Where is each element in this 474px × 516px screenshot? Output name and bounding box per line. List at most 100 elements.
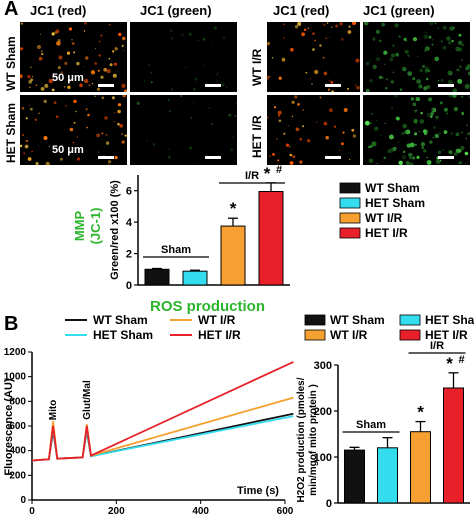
fluorescence-spot bbox=[122, 95, 127, 98]
fluorescence-spot bbox=[384, 63, 386, 66]
mmp-label: MMP (JC-1) bbox=[72, 208, 103, 245]
fluorescence-spot bbox=[121, 140, 125, 144]
fluorescence-spot bbox=[434, 133, 439, 139]
fluorescence-spot bbox=[437, 79, 440, 82]
mmp-label-sub: (JC-1) bbox=[88, 208, 103, 245]
fluorescence-spot bbox=[430, 111, 434, 115]
fluorescence-spot bbox=[339, 22, 343, 26]
fluorescence-spot bbox=[194, 77, 198, 81]
fluorescence-spot bbox=[426, 112, 431, 118]
fluorescence-spot bbox=[48, 78, 53, 84]
fluorescence-spot bbox=[299, 137, 303, 141]
fluorescence-spot bbox=[372, 64, 377, 70]
fluorescence-spot bbox=[328, 36, 330, 38]
significance-star: * bbox=[417, 403, 424, 422]
fluorescence-spot bbox=[446, 36, 451, 41]
fluorescence-spot bbox=[363, 95, 366, 97]
fluorescence-spot bbox=[184, 66, 187, 69]
fluorescence-spot bbox=[267, 116, 269, 119]
fluorescence-spot bbox=[422, 65, 425, 68]
fluorescence-spot bbox=[371, 113, 373, 115]
fluorescence-spot bbox=[98, 40, 101, 43]
fluorescence-spot bbox=[188, 32, 192, 36]
fluorescence-spot bbox=[461, 43, 465, 47]
fluorescence-spot bbox=[41, 52, 44, 56]
fluorescence-spot bbox=[351, 128, 355, 132]
fluorescence-spot bbox=[225, 86, 228, 89]
fluorescence-spot bbox=[440, 78, 444, 82]
fluorescence-spot bbox=[44, 83, 49, 88]
fluorescence-spot bbox=[109, 24, 111, 26]
significance-star: * bbox=[264, 165, 271, 183]
fluorescence-spot bbox=[20, 22, 23, 25]
fluorescence-spot bbox=[408, 155, 413, 160]
fluorescence-spot bbox=[421, 146, 424, 149]
fluorescence-spot bbox=[467, 132, 470, 135]
fluorescence-spot bbox=[420, 112, 423, 115]
fluorescence-spot bbox=[342, 131, 345, 134]
fluorescence-spot bbox=[297, 103, 300, 106]
legend-item-swatch bbox=[339, 197, 361, 209]
fluorescence-spot bbox=[20, 144, 23, 148]
fluorescence-spot bbox=[432, 136, 434, 139]
ros-title: ROS production bbox=[150, 298, 265, 315]
legend-label: HET I/R bbox=[198, 328, 241, 342]
fluorescence-spot bbox=[329, 108, 333, 113]
fluorescence-spot bbox=[325, 136, 329, 140]
fluorescence-spot bbox=[314, 69, 319, 75]
fluorescence-spot bbox=[152, 143, 156, 146]
fluorescence-spot bbox=[73, 121, 76, 124]
y-tick-label: 200 bbox=[314, 406, 332, 418]
fluorescence-spot bbox=[290, 47, 294, 52]
fluorescence-spot bbox=[40, 87, 45, 91]
fluorescence-spot bbox=[399, 88, 403, 91]
fluorescence-spot bbox=[412, 37, 418, 42]
scale-bar bbox=[438, 84, 454, 87]
fluorescence-spot bbox=[91, 83, 94, 85]
fluorescence-spot bbox=[100, 34, 103, 37]
fluorescence-spot bbox=[319, 44, 322, 47]
fluorescence-spot bbox=[375, 56, 381, 62]
fluorescence-spot bbox=[180, 95, 183, 98]
fluorescence-spot bbox=[28, 104, 30, 106]
significance-star: * bbox=[446, 354, 453, 373]
fluorescence-spot bbox=[425, 77, 429, 81]
fluorescence-spot bbox=[457, 78, 463, 84]
fluorescence-spot bbox=[450, 132, 453, 135]
micrograph-wt-ir-green bbox=[363, 22, 470, 92]
fluorescence-spot bbox=[112, 50, 115, 53]
y-tick-label: 800 bbox=[9, 396, 26, 407]
fluorescence-spot bbox=[122, 36, 126, 41]
fluorescence-spot bbox=[291, 100, 295, 104]
fluorescence-spot bbox=[402, 150, 406, 154]
significance-hash: # bbox=[276, 165, 282, 176]
significance-star: * bbox=[230, 199, 237, 218]
fluorescence-spot bbox=[76, 157, 80, 161]
mmp-label-main: MMP bbox=[72, 211, 87, 242]
fluorescence-spot bbox=[43, 136, 48, 140]
fluorescence-spot bbox=[57, 39, 61, 42]
fluorescence-spot bbox=[448, 150, 453, 155]
fluorescence-spot bbox=[424, 46, 430, 51]
fluorescence-spot bbox=[426, 156, 428, 159]
fluorescence-spot bbox=[222, 36, 226, 40]
legend-item-swatch bbox=[339, 227, 361, 239]
fluorescence-spot bbox=[371, 141, 377, 147]
fluorescence-spot bbox=[59, 157, 63, 161]
fluorescence-spot bbox=[60, 71, 63, 74]
fluorescence-spot bbox=[143, 80, 146, 82]
fluorescence-spot bbox=[413, 118, 418, 124]
fluorescence-spot bbox=[390, 80, 394, 84]
fluorescence-spot bbox=[312, 48, 315, 51]
legend-label: WT Sham bbox=[93, 313, 148, 327]
legend-item-label: HET Sham bbox=[365, 196, 425, 210]
fluorescence-spot bbox=[326, 22, 329, 24]
fluorescence-spot bbox=[117, 122, 120, 126]
fluorescence-spot bbox=[87, 113, 90, 117]
fluorescence-spot bbox=[269, 155, 271, 158]
fluorescence-spot bbox=[416, 79, 421, 84]
fluorescence-spot bbox=[35, 84, 38, 86]
fluorescence-spot bbox=[301, 32, 305, 37]
fluorescence-spot bbox=[20, 47, 23, 51]
fluorescence-spot bbox=[372, 37, 376, 41]
